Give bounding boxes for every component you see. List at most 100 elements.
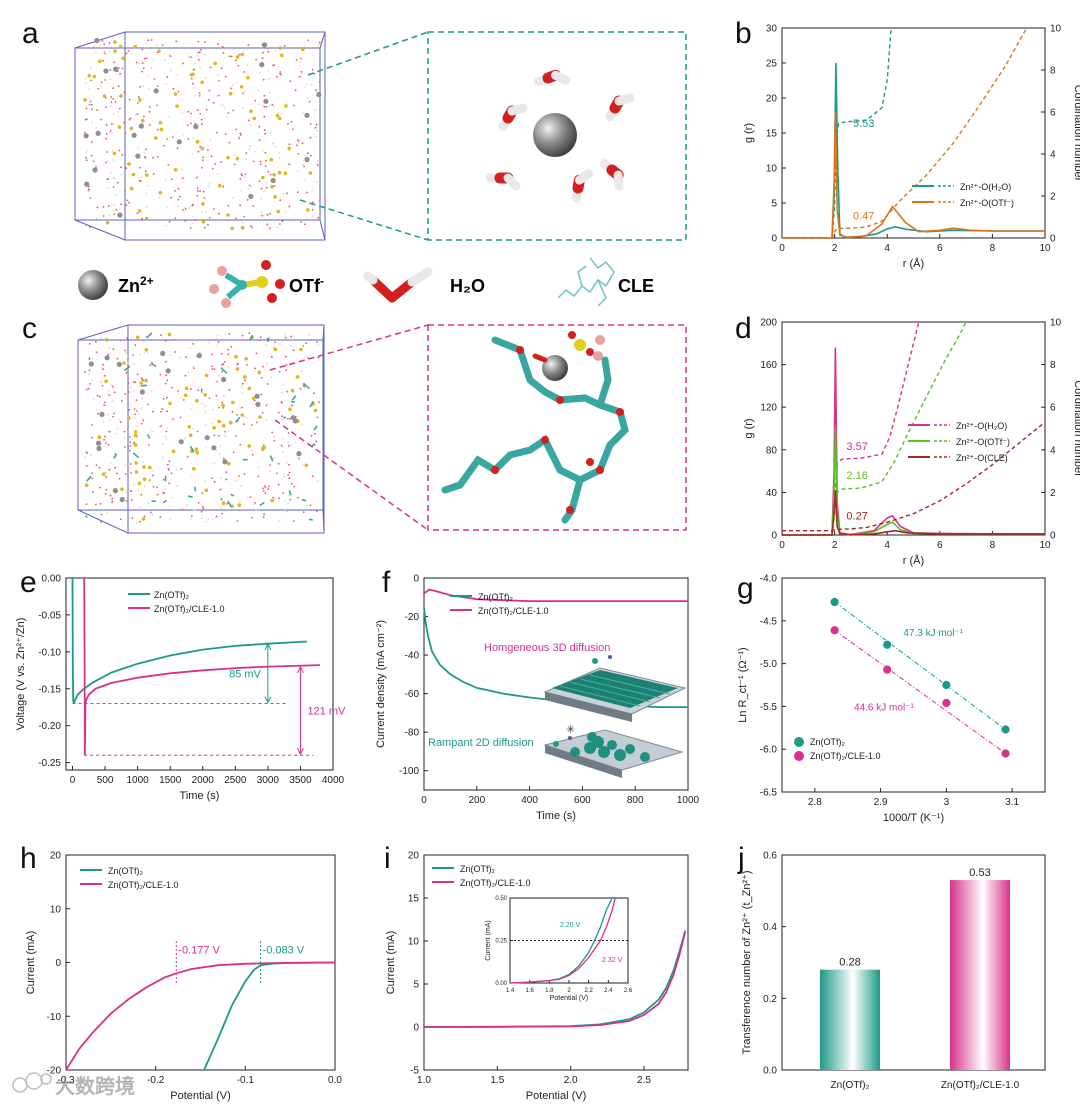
otf-atom: [204, 488, 209, 493]
solvent-atom: [269, 131, 272, 134]
otf-atom: [194, 447, 199, 451]
solvent-atom: [317, 216, 319, 219]
x-tick-label: 2000: [192, 775, 215, 786]
solvent-atom: [162, 491, 165, 494]
solvent-atom: [263, 105, 266, 108]
inset-x-tick-label: 2: [567, 988, 571, 994]
solvent-atom: [211, 368, 214, 370]
solvent-atom: [318, 401, 320, 404]
solvent-atom: [92, 491, 94, 493]
otf-atom: [133, 443, 138, 447]
otf-atom: [200, 80, 205, 84]
solvent-atom: [230, 345, 233, 348]
chart-h-lsv-reduction: -0.3 -0.2 -0.1 0.0 20 10 0 -10 -20 Potential (V) C…: [25, 851, 342, 1103]
solvent-atom: [252, 453, 254, 456]
solvent-atom: [259, 71, 261, 74]
y2-tick-label: 0: [1050, 531, 1056, 542]
solvent-atom: [288, 471, 291, 474]
solvent-atom: [299, 387, 302, 390]
data-point: [882, 664, 893, 675]
solvent-atom: [250, 124, 252, 126]
solvent-atom: [119, 518, 122, 521]
solvent-atom: [94, 51, 97, 54]
solvent-atom: [260, 393, 263, 396]
cn-dashed-line: [782, 27, 1028, 239]
solvent-atom: [190, 515, 193, 518]
solvent-atom: [310, 434, 313, 437]
solvent-atom: [262, 489, 265, 492]
solvent-atom: [213, 208, 215, 210]
solvent-atom: [118, 418, 120, 420]
solvent-atom: [108, 389, 111, 392]
solvent-atom: [263, 513, 265, 516]
solvent-atom: [124, 473, 127, 475]
solvent-atom: [146, 351, 149, 354]
x-axis-title: Time (s): [536, 810, 576, 822]
solvent-atom: [123, 430, 126, 433]
otf-atom: [131, 172, 136, 177]
solvent-atom: [129, 117, 132, 120]
solvent-atom: [113, 204, 115, 207]
solvent-atom: [240, 173, 243, 175]
solvent-atom: [95, 351, 98, 354]
solvent-atom: [285, 369, 288, 372]
otf-atom: [189, 433, 193, 438]
inset-onset-label: 2.32 V: [602, 957, 623, 964]
solvent-atom: [243, 415, 246, 418]
solvent-atom: [152, 430, 154, 433]
bar-value-label: 0.28: [839, 957, 860, 969]
solvent-atom: [285, 211, 287, 214]
solvent-atom: [99, 502, 102, 505]
solvent-atom: [211, 408, 214, 411]
data-point: [829, 625, 840, 636]
cle-chain: [225, 478, 228, 481]
solvent-atom: [143, 485, 146, 488]
solvent-atom: [200, 123, 203, 126]
otf-atom: [287, 146, 292, 151]
solvent-particles: [84, 332, 320, 524]
solvent-atom: [259, 163, 262, 166]
solvent-atom: [288, 494, 291, 497]
solvent-atom: [102, 368, 105, 371]
otf-atom: [306, 208, 310, 212]
solvent-atom: [129, 436, 131, 438]
solvent-atom: [290, 443, 293, 446]
zn-atom: [292, 418, 298, 424]
solvent-atom: [302, 112, 305, 114]
solvent-atom: [265, 182, 267, 185]
cle-chain: [301, 499, 307, 502]
solvent-atom: [162, 478, 165, 481]
solvent-atom: [269, 227, 271, 230]
solvent-atom: [252, 205, 255, 208]
solvent-atom: [156, 104, 159, 107]
solvent-atom: [170, 178, 173, 181]
solvent-atom: [240, 134, 242, 136]
y-tick-label: -4.0: [760, 574, 778, 585]
solvent-atom: [273, 436, 276, 438]
solvent-atom: [255, 509, 258, 511]
otf-atom: [295, 375, 300, 379]
solvent-atom: [166, 427, 169, 430]
solvent-atom: [142, 84, 145, 87]
y-tick-label: 10: [408, 937, 420, 948]
solvent-atom: [269, 212, 271, 215]
otf-atom: [247, 444, 251, 448]
solvent-atom: [316, 416, 319, 419]
water-molecule-icon: [498, 103, 528, 132]
solvent-atom: [185, 356, 188, 359]
y-tick-label: -20: [47, 1066, 62, 1077]
solvent-atom: [239, 177, 242, 180]
solvent-atom: [166, 463, 169, 466]
solvent-atom: [125, 491, 128, 493]
solvent-atom: [100, 81, 103, 83]
solvent-atom: [133, 408, 136, 410]
zn-atom: [221, 376, 227, 383]
solvent-atom: [145, 206, 148, 209]
otf-atom: [213, 61, 217, 66]
solvent-atom: [133, 441, 136, 444]
solvent-atom: [86, 149, 89, 152]
solvent-atom: [182, 209, 184, 211]
solvent-atom: [165, 396, 168, 399]
solvent-atom: [178, 195, 181, 198]
solvent-atom: [192, 137, 195, 140]
